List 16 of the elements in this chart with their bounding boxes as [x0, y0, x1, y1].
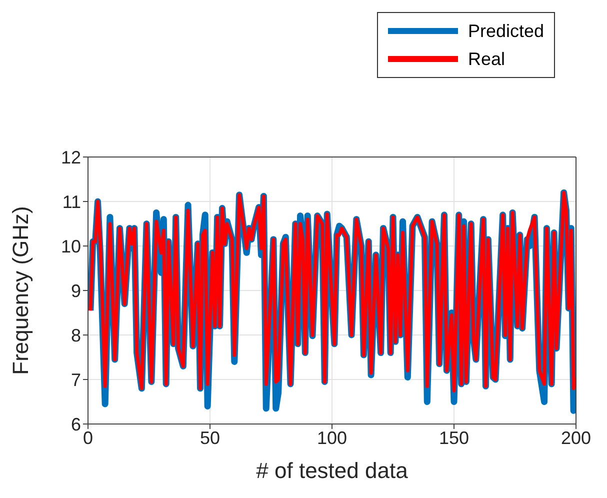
- y-tick-label: 11: [62, 192, 81, 212]
- x-tick-label: 150: [438, 428, 470, 448]
- x-tick-label: 100: [316, 428, 348, 448]
- x-tick-label: 200: [560, 428, 592, 448]
- legend-label: Real: [468, 48, 505, 71]
- y-tick-label: 8: [70, 325, 81, 346]
- y-axis-title: Frequency (GHz): [8, 206, 33, 375]
- x-tick-label: 0: [82, 428, 94, 448]
- x-axis-title: # of tested data: [256, 458, 409, 483]
- x-tick-label: 50: [200, 428, 220, 448]
- y-tick-label: 9: [70, 280, 81, 301]
- y-tick-label: 10: [60, 236, 81, 256]
- legend-label: Predicted: [468, 20, 544, 43]
- y-tick-label: 7: [70, 370, 81, 390]
- y-tick-label: 12: [60, 147, 81, 168]
- y-tick-label: 6: [70, 414, 81, 434]
